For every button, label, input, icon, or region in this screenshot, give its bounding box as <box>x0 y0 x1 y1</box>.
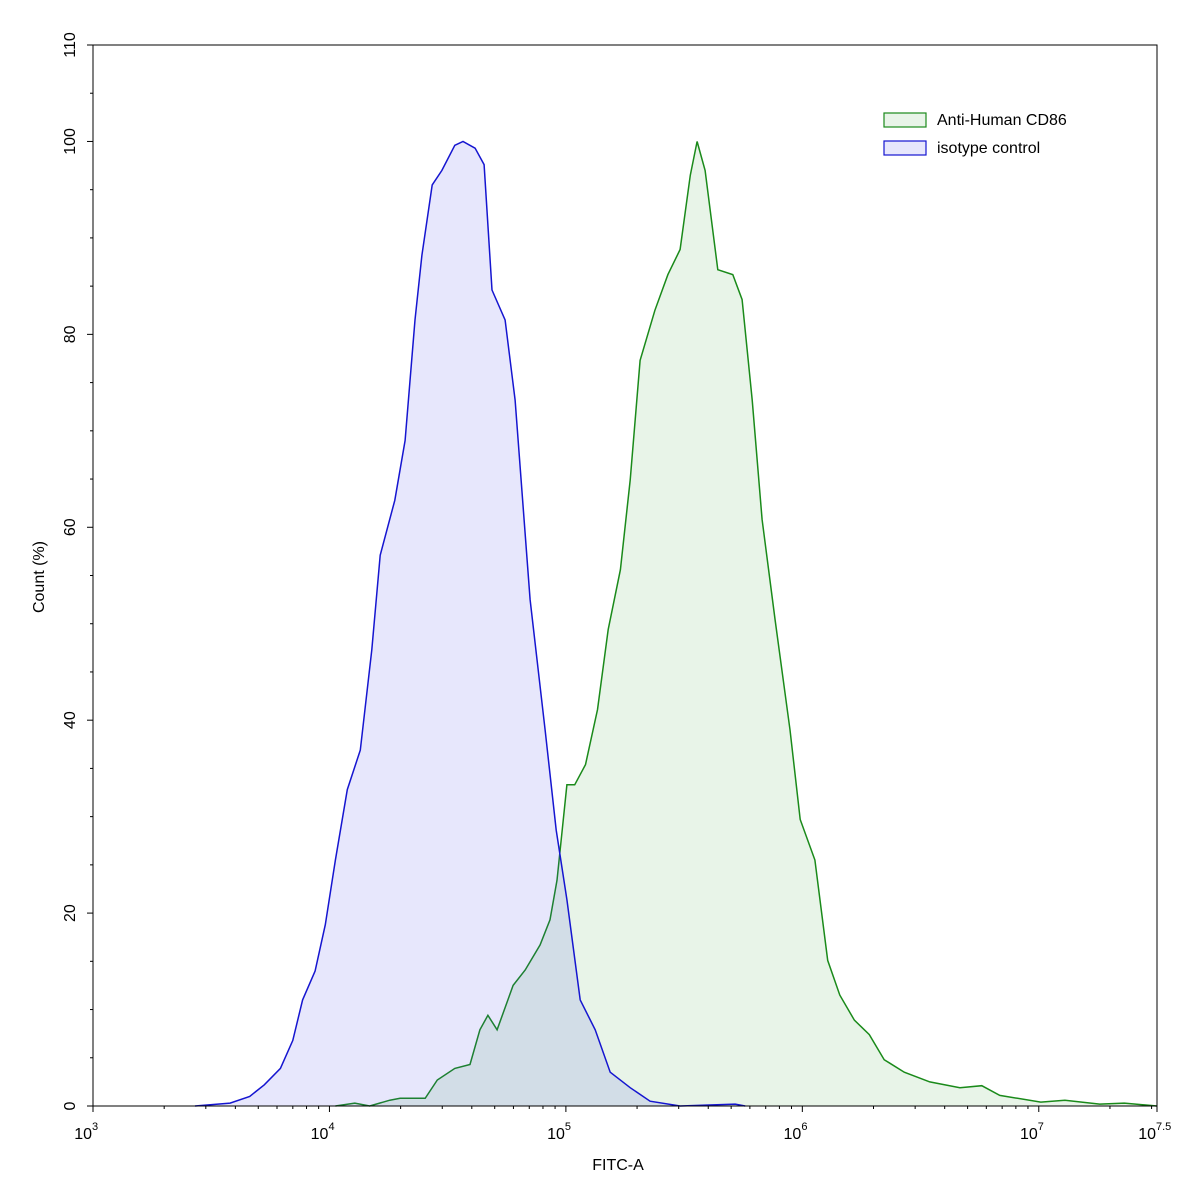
area-fill <box>195 141 746 1106</box>
x-tick-label: 10 <box>1020 1126 1038 1143</box>
x-tick-exponent: 6 <box>801 1121 807 1133</box>
x-tick-label: 10 <box>547 1126 565 1143</box>
y-tick-label: 40 <box>62 711 79 729</box>
x-tick-exponent: 7.5 <box>1156 1121 1171 1133</box>
x-tick-label: 10 <box>74 1126 92 1143</box>
x-tick-exponent: 5 <box>565 1121 571 1133</box>
x-tick-label: 10 <box>311 1126 329 1143</box>
x-tick-label: 10 <box>784 1126 802 1143</box>
y-tick-label: 100 <box>62 128 79 155</box>
x-axis-label: FITC-A <box>592 1157 644 1174</box>
y-tick-label: 60 <box>62 518 79 536</box>
legend-label: Anti-Human CD86 <box>937 112 1067 129</box>
legend-swatch <box>883 140 927 156</box>
y-tick-label: 80 <box>62 325 79 343</box>
histogram-line <box>194 140 746 1107</box>
area-fill <box>335 141 1157 1106</box>
y-tick-label: 110 <box>62 32 79 58</box>
y-tick-label: 0 <box>62 1101 79 1110</box>
x-tick-label: 10 <box>1138 1126 1156 1143</box>
x-tick-exponent: 4 <box>328 1121 334 1133</box>
histogram-line <box>335 141 1157 1107</box>
legend-swatch <box>883 112 927 128</box>
y-tick-label: 20 <box>62 904 79 922</box>
y-axis-label: Count (%) <box>31 541 48 613</box>
x-tick-exponent: 7 <box>1038 1121 1044 1133</box>
legend-label: isotype control <box>937 140 1040 157</box>
x-tick-exponent: 3 <box>92 1121 98 1133</box>
